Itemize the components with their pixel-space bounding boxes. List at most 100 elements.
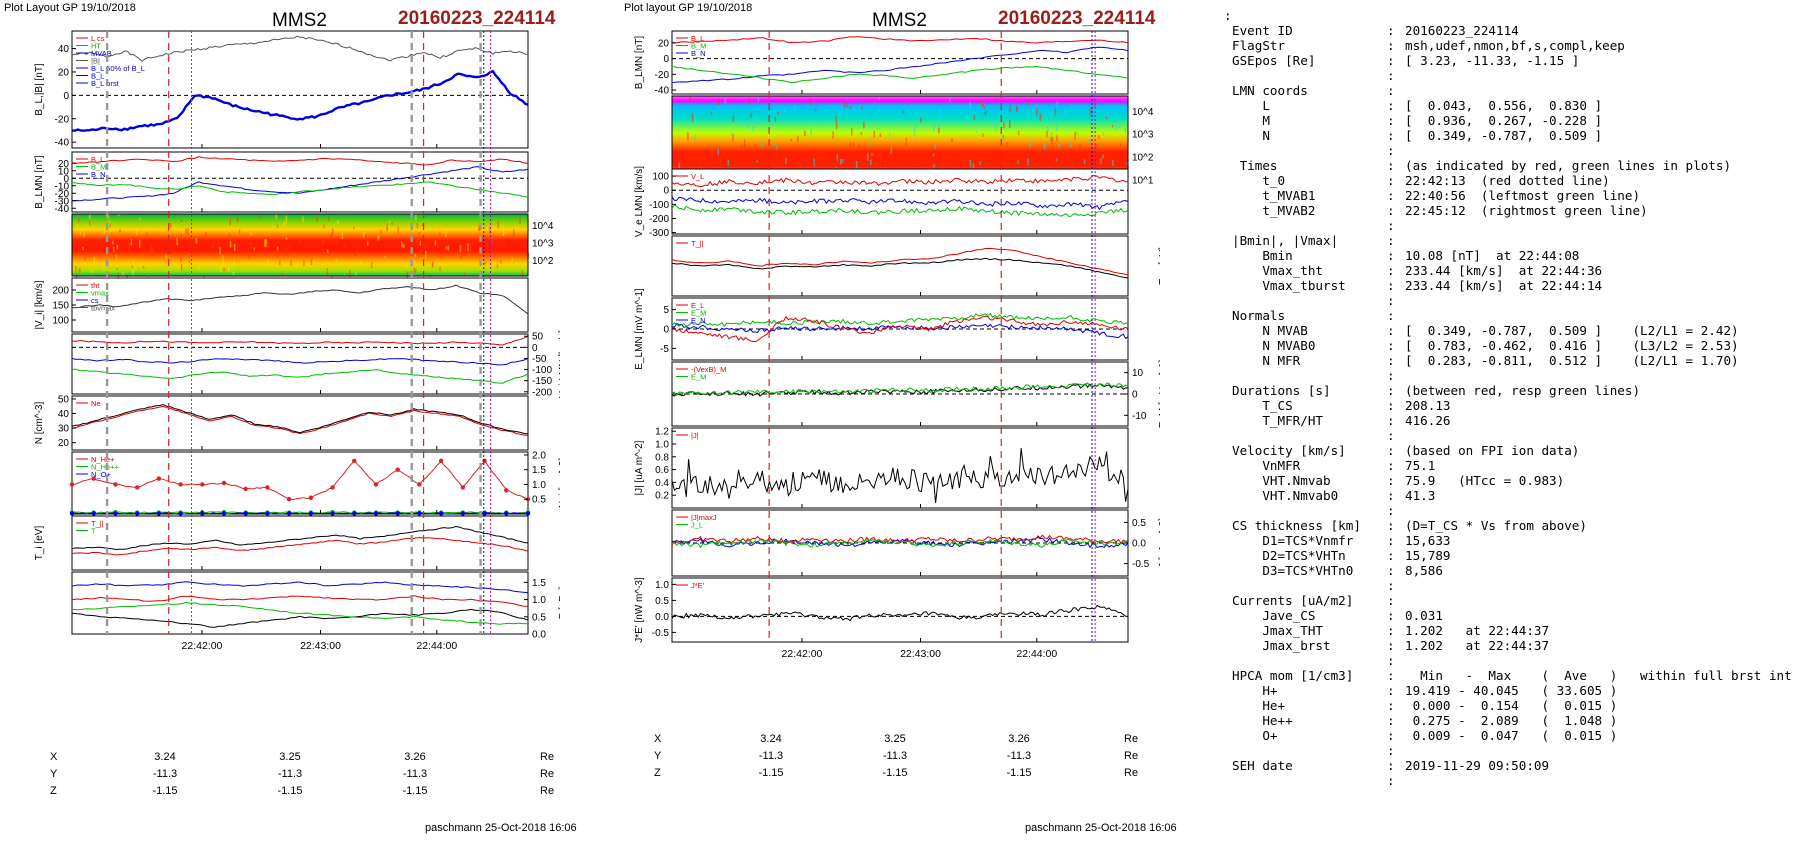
summary-label: CS thickness [km] <box>1232 518 1361 533</box>
spectrogram-pixel <box>113 249 116 253</box>
series-point <box>243 511 248 516</box>
spectrogram-pixel <box>1068 100 1071 104</box>
spectrogram-pixel <box>310 258 313 266</box>
spectrogram-pixel <box>860 132 863 135</box>
axis-label: B_LMN [nT] <box>34 155 45 209</box>
summary-value: 20160223_224114 <box>1405 23 1519 38</box>
spectrogram-pixel <box>980 100 982 104</box>
summary-value: [ 0.936, 0.267, -0.228 ] <box>1405 113 1603 128</box>
summary-value: msh,udef,nmon,bf,s,compl,keep <box>1405 38 1625 53</box>
summary-row: : <box>1232 743 1792 758</box>
panel-frame <box>71 333 529 395</box>
summary-value: 22:45:12 (rightmost green line) <box>1405 203 1648 218</box>
series-line <box>71 405 529 436</box>
summary-label: VnMFR <box>1232 458 1301 473</box>
spectrogram-pixel <box>689 97 691 101</box>
spectrogram-pixel <box>312 260 315 263</box>
coord-value: 3.24 <box>154 751 176 763</box>
panel-Nion: N_He+N_He++N_O+ 2.0 1.5 1.0 0.5 N_i [cm^-3] <box>69 450 560 516</box>
summary-row: N: [ 0.349, -0.787, 0.509 ] <box>1232 128 1792 143</box>
spectrogram-pixel <box>1028 96 1031 99</box>
series-point <box>352 458 357 464</box>
spectrogram-pixel <box>232 271 235 279</box>
spectrogram-pixel <box>253 247 256 251</box>
summary-separator: : <box>1387 413 1395 428</box>
spectrogram-pixel <box>1046 131 1048 138</box>
legend-label: L cs <box>91 34 105 43</box>
series-point <box>243 486 248 492</box>
spectrogram-pixel <box>117 273 120 278</box>
summary-label: t_0 <box>1232 173 1286 188</box>
spectrogram-pixel <box>1102 154 1104 159</box>
summary-separator: : <box>1387 683 1395 698</box>
spectrogram-pixel <box>93 257 96 263</box>
tick-label: 150 <box>52 301 69 312</box>
summary-separator: : <box>1387 188 1395 203</box>
summary-separator: : <box>1387 113 1395 128</box>
legend-label: J*E' <box>691 581 705 590</box>
spectrogram-pixel <box>797 135 799 143</box>
spectrogram-pixel <box>276 224 279 228</box>
spectrogram-pixel <box>718 156 721 164</box>
spectrogram-pixel <box>1024 117 1027 121</box>
tick-label: 10 <box>58 166 70 177</box>
panel-JE: J*E' 1.0 0.5 0.0 -0.5 J*E' [nW m^-3] <box>634 577 1129 643</box>
coord-value: -1.15 <box>277 785 303 797</box>
axis-label: B_LMN [nT] <box>634 36 645 90</box>
spectrogram-pixel <box>386 227 389 230</box>
spectrogram-pixel <box>519 217 521 224</box>
spectrogram-pixel <box>298 239 300 243</box>
summary-value: 75.9 (HTcc = 0.983) <box>1405 473 1565 488</box>
legend-label: |B| <box>91 57 100 66</box>
spectrogram-pixel <box>84 256 86 261</box>
summary-row: O+: 0.009 - 0.047 ( 0.015 ) <box>1232 728 1792 743</box>
spectrogram-pixel <box>513 237 516 241</box>
spectrogram-pixel <box>463 247 466 253</box>
spectrogram-pixel <box>131 265 133 269</box>
spectrogram-pixel <box>425 250 427 259</box>
coord-value: 3.24 <box>760 733 782 745</box>
spectrogram-pixel <box>1055 125 1058 131</box>
coord-unit: Re <box>1124 733 1139 745</box>
legend-label: cs <box>91 296 99 305</box>
axis-label: B_L,|B| [nT] <box>34 63 45 116</box>
tick-label: -100 <box>649 200 669 211</box>
left-event-title: 20160223_224114 <box>398 8 556 29</box>
spectrogram-pixel <box>142 265 145 269</box>
summary-row: CS thickness [km]: (D=T_CS * Vs from abov… <box>1232 518 1792 533</box>
spectrogram-pixel <box>421 223 424 227</box>
spectrogram-pixel <box>222 255 224 263</box>
spectrogram-pixel <box>836 154 839 162</box>
summary-separator: : <box>1387 383 1395 398</box>
legend-label: T <box>91 527 96 536</box>
tick-label: 1.5 <box>532 465 546 476</box>
summary-row: VHT.Nmvab:75.9 (HTcc = 0.983) <box>1232 473 1792 488</box>
spectrogram-pixel <box>1074 131 1076 140</box>
spectrogram-pixel <box>940 162 943 170</box>
spectrogram-pixel <box>858 144 860 148</box>
summary-value: 15,633 <box>1405 533 1451 548</box>
summary-row: N MFR: [ 0.283, -0.811, 0.512 ] (L2/L1 = … <box>1232 353 1792 368</box>
summary-row: VnMFR:75.1 <box>1232 458 1792 473</box>
spectrogram-pixel <box>754 116 756 124</box>
series-line <box>71 368 529 384</box>
spectrogram-pixel <box>290 260 292 266</box>
spectrogram-pixel <box>775 145 778 149</box>
spectrogram-pixel <box>855 161 858 169</box>
spectrogram-pixel <box>496 264 499 269</box>
coord-unit: Re <box>540 785 555 797</box>
spectrogram-pixel <box>1123 161 1125 165</box>
spectrogram-pixel <box>1039 113 1042 121</box>
spectrogram-pixel <box>323 224 325 229</box>
tick-label: 1.0 <box>655 580 669 591</box>
summary-value: 22:42:13 (red dotted line) <box>1405 173 1610 188</box>
spectrogram-pixel <box>484 261 486 265</box>
series-line <box>71 459 529 501</box>
tick-label: 0.5 <box>655 596 669 607</box>
spectrogram-pixel <box>1118 153 1120 160</box>
spectrogram-pixel <box>326 267 329 276</box>
series-point <box>69 482 75 487</box>
series-line <box>71 284 529 315</box>
summary-row: N MVAB0: [ 0.783, -0.462, 0.416 ] (L3/L2 … <box>1232 338 1792 353</box>
